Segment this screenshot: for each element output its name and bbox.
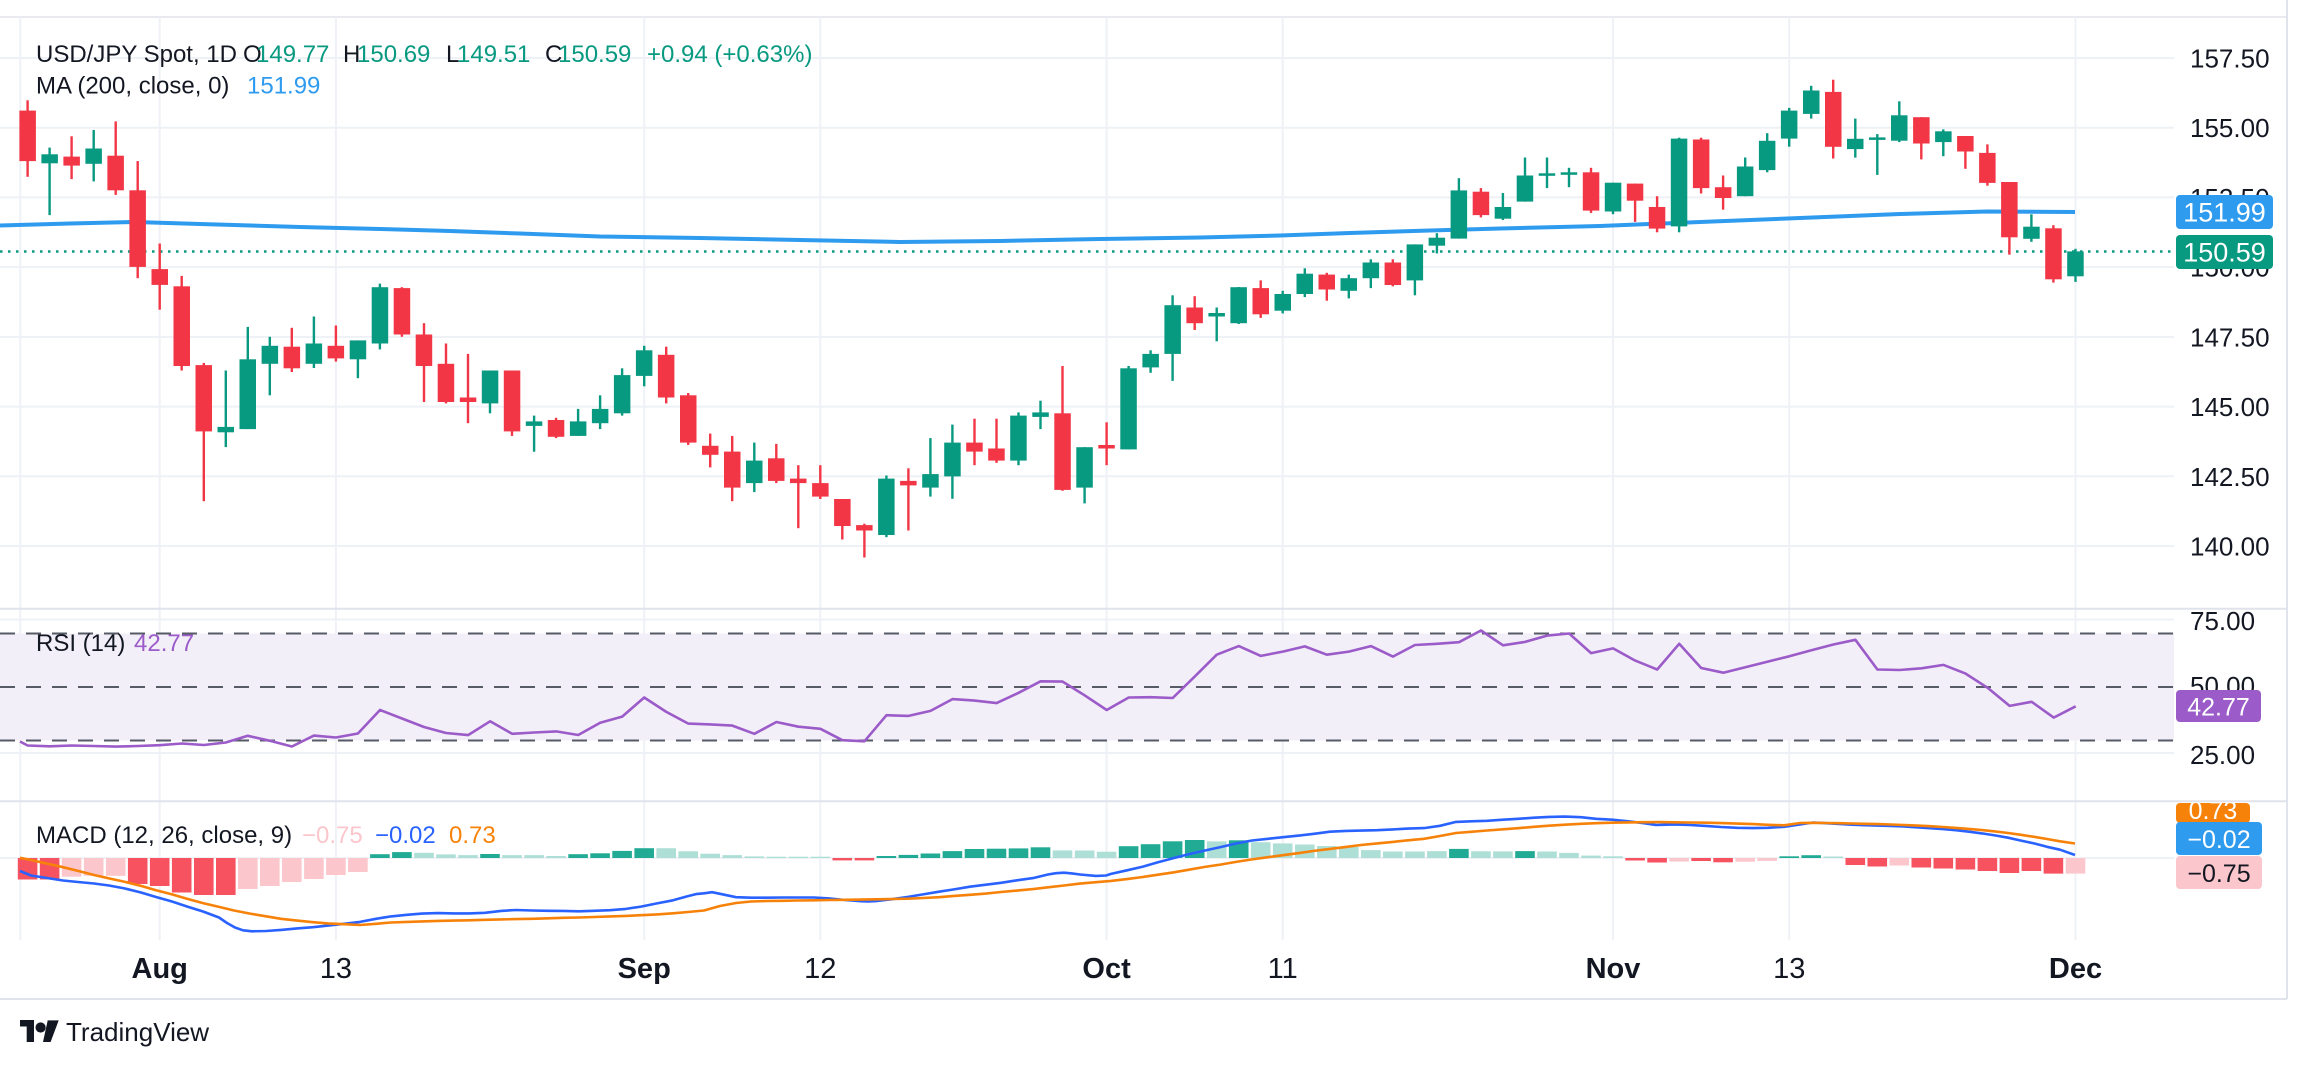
svg-text:0.73: 0.73 xyxy=(2189,797,2238,825)
svg-text:Nov: Nov xyxy=(1586,953,1641,985)
svg-text:13: 13 xyxy=(320,953,352,985)
svg-text:Sep: Sep xyxy=(618,953,671,985)
svg-text:13: 13 xyxy=(1773,953,1805,985)
svg-text:TradingView: TradingView xyxy=(66,1017,209,1047)
svg-text:25.00: 25.00 xyxy=(2190,740,2255,770)
svg-text:142.50: 142.50 xyxy=(2190,462,2270,492)
svg-text:157.50: 157.50 xyxy=(2190,44,2270,74)
svg-text:−0.75: −0.75 xyxy=(2187,860,2250,888)
svg-text:75.00: 75.00 xyxy=(2190,606,2255,636)
svg-text:151.99: 151.99 xyxy=(2183,198,2266,228)
svg-text:Aug: Aug xyxy=(132,953,188,985)
svg-text:140.00: 140.00 xyxy=(2190,532,2270,562)
svg-text:145.00: 145.00 xyxy=(2190,392,2270,422)
svg-text:42.77: 42.77 xyxy=(2187,694,2250,722)
svg-text:12: 12 xyxy=(804,953,836,985)
svg-text:Dec: Dec xyxy=(2049,953,2102,985)
svg-text:RSI (14)42.77: RSI (14) 42.77 xyxy=(36,630,194,657)
svg-text:MA (200, close, 0)151.99: MA (200, close, 0) 151.99 xyxy=(36,73,320,100)
svg-text:Oct: Oct xyxy=(1082,953,1131,985)
svg-text:MACD (12, 26, close, 9)−0.75−0: MACD (12, 26, close, 9) −0.75 −0.02 0.73 xyxy=(36,822,496,849)
svg-text:−0.02: −0.02 xyxy=(2187,826,2250,854)
svg-text:147.50: 147.50 xyxy=(2190,322,2270,352)
svg-text:150.59: 150.59 xyxy=(2183,238,2266,268)
svg-text:155.00: 155.00 xyxy=(2190,113,2270,143)
svg-text:11: 11 xyxy=(1268,953,1298,985)
